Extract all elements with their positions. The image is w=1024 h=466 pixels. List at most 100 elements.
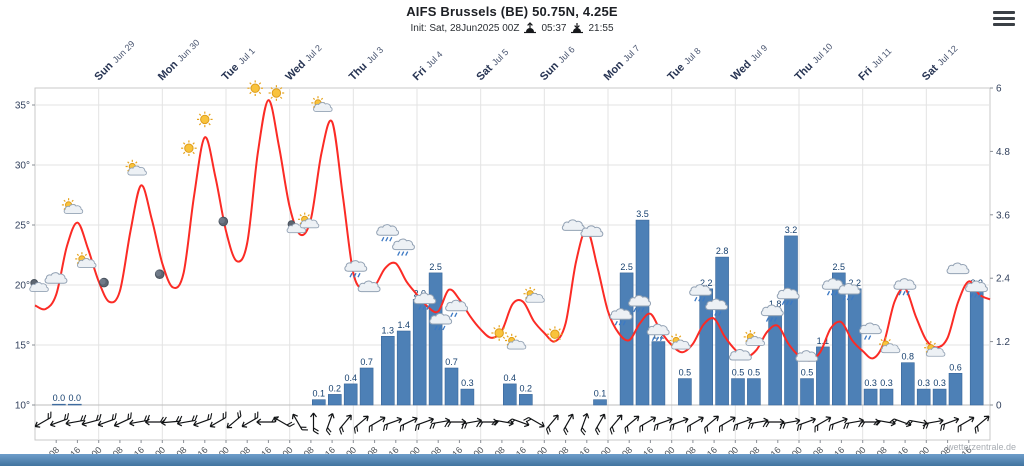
- precip-bar-label: 1.3: [382, 325, 395, 335]
- wind-barb: [399, 416, 418, 432]
- precip-bar-label: 2.2: [848, 278, 861, 288]
- wind-barb: [704, 415, 719, 434]
- precip-bar: [412, 298, 427, 406]
- wind-barb: [310, 412, 319, 435]
- weather-icon-moon: [218, 216, 229, 227]
- precip-bar-label: 0.8: [902, 352, 915, 362]
- wind-barb: [226, 410, 242, 429]
- weather-icon-sun-cloud: [924, 341, 946, 357]
- precip-bar-label: 0.3: [461, 378, 474, 388]
- temp-axis-label: 20°: [15, 281, 30, 292]
- precip-bar: [948, 372, 963, 406]
- wind-barb: [414, 416, 434, 431]
- chart-title: AIFS Brussels (BE) 50.75N, 4.25E: [406, 4, 618, 19]
- precip-bar-label: 2.0: [413, 288, 426, 298]
- watermark: wetterzentrale.de: [946, 442, 1016, 452]
- weather-icon-sun: [491, 325, 508, 341]
- wind-barb: [687, 416, 704, 433]
- precip-bar-label: 1.1: [817, 336, 830, 346]
- precip-bar-label: 0.3: [880, 378, 893, 388]
- precip-bar-label: 3.2: [785, 225, 798, 235]
- weather-icon-rain: [646, 323, 670, 342]
- wind-barb: [762, 418, 785, 428]
- weather-icon-cloud: [580, 225, 604, 237]
- precip-bar: [518, 394, 533, 406]
- precip-bar: [784, 235, 798, 406]
- weather-icon-cloud: [357, 280, 381, 293]
- precip-bar: [444, 367, 459, 406]
- precip-bar-label: 0.3: [933, 378, 946, 388]
- weather-icon-sun-cloud: [311, 96, 333, 112]
- plot-area: [34, 87, 991, 441]
- precip-bar-label: 0.5: [732, 368, 745, 378]
- precip-bar: [327, 394, 342, 406]
- weather-icon-rain: [609, 308, 633, 326]
- wind-barb: [241, 411, 259, 428]
- precip-bar: [969, 288, 984, 406]
- weather-icon-moon: [154, 269, 165, 280]
- precip-bar-label: 0.5: [801, 368, 814, 378]
- chart-subtitle: Init: Sat, 28Jun2025 00Z 05:37 21:55: [0, 22, 1024, 35]
- wind-barb: [594, 413, 606, 436]
- precip-bar: [635, 219, 650, 406]
- wind-barb: [49, 413, 70, 428]
- temp-axis-label: 10°: [15, 401, 30, 412]
- wind-barb: [889, 418, 912, 428]
- wind-barb: [97, 413, 117, 428]
- precip-bar-label: 0.2: [520, 383, 533, 393]
- precip-axis-label: 3.6: [996, 210, 1010, 221]
- weather-icon-rain: [429, 312, 453, 331]
- day-label: ThuJul 3: [347, 44, 386, 83]
- wind-barb: [796, 416, 816, 431]
- sunrise-time: 05:37: [541, 23, 567, 34]
- precip-bar: [800, 378, 814, 406]
- wind-barb: [957, 416, 975, 433]
- precip-bar-label: 1.8: [769, 299, 782, 309]
- precip-bar: [502, 383, 517, 406]
- sunrise-icon: [524, 22, 537, 35]
- precip-bar: [879, 388, 894, 406]
- precip-bar: [747, 378, 761, 406]
- weather-icon-sun: [547, 326, 563, 343]
- wind-barb: [291, 413, 308, 431]
- wind-barb: [113, 412, 132, 428]
- precip-bar-label: 0.4: [344, 373, 357, 383]
- weather-icon-sun-cloud: [298, 212, 320, 229]
- day-label: MonJun 30: [156, 37, 202, 83]
- temp-axis-label: 15°: [15, 341, 30, 352]
- wind-barb: [974, 415, 990, 434]
- precip-bar-label: 0.0: [69, 393, 82, 403]
- weather-icon-rain: [760, 304, 784, 322]
- weather-icon-rain: [689, 284, 712, 302]
- precip-axis-label: 1.2: [996, 337, 1010, 348]
- temperature-line: [34, 99, 991, 362]
- wind-barb: [828, 416, 848, 431]
- day-label: TueJul 1: [220, 45, 258, 83]
- wind-barb: [523, 416, 545, 428]
- weather-icon-sun-cloud: [61, 198, 84, 214]
- sunset-icon: [571, 22, 584, 35]
- day-label: WedJul 2: [283, 42, 324, 83]
- precip-bar: [900, 362, 915, 406]
- day-label: FriJul 11: [856, 45, 894, 83]
- precip-bar: [311, 399, 326, 406]
- wind-barb: [382, 416, 403, 431]
- weather-icon-sun-cloud: [125, 159, 147, 176]
- precip-bar: [428, 272, 443, 406]
- precip-bar-label: 1.4: [397, 320, 410, 330]
- sunset-time: 21:55: [588, 23, 614, 34]
- weather-icon-drizzle: [445, 299, 468, 318]
- temp-axis-label: 25°: [15, 221, 30, 232]
- precip-bar-label: 0.4: [504, 373, 517, 383]
- hamburger-menu-icon[interactable]: [993, 11, 1015, 29]
- day-label: FriJul 4: [411, 48, 446, 83]
- temp-axis-label: 35°: [15, 101, 30, 112]
- precip-bar: [593, 399, 607, 406]
- wind-barb: [273, 416, 295, 428]
- precip-bar-label: 0.3: [864, 378, 877, 388]
- day-label: ThuJul 10: [793, 41, 836, 84]
- day-label: SatJul 12: [920, 43, 960, 83]
- precip-bar: [359, 367, 374, 406]
- wind-barb: [65, 414, 87, 427]
